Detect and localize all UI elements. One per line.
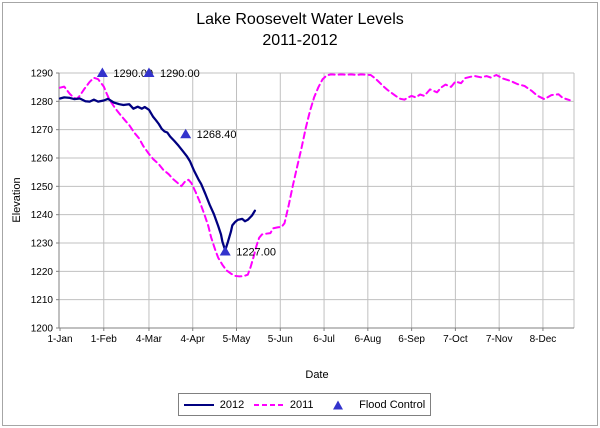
chart-title: Lake Roosevelt Water Levels 2011-2012: [0, 10, 600, 52]
y-tick-label: 1240: [31, 210, 54, 221]
series-line-2011: [59, 73, 571, 278]
flood-control-value-label: 1290.00: [113, 68, 153, 80]
chart-title-line2: 2011-2012: [262, 31, 338, 49]
flood-control-marker-icon: [219, 246, 231, 256]
y-tick-label: 1260: [31, 154, 54, 165]
x-tick-label: 4-Apr: [181, 334, 206, 345]
y-tick-label: 1270: [31, 125, 54, 136]
y-tick-label: 1250: [31, 182, 54, 193]
x-tick-label: 5-Jun: [268, 334, 293, 345]
flood-control-marker-icon: [180, 128, 192, 139]
legend-label: Flood Control: [359, 398, 426, 411]
y-tick-label: 1210: [31, 295, 54, 306]
flood-control-marker-icon: [96, 67, 108, 77]
legend-label: 2011: [289, 398, 314, 411]
y-tick-label: 1280: [31, 97, 54, 108]
x-tick-label: 1-Feb: [91, 334, 118, 345]
flood-control-marker-icon: [333, 400, 344, 409]
chart-title-line1: Lake Roosevelt Water Levels: [196, 11, 404, 28]
x-tick-label: 5-May: [223, 334, 251, 345]
y-tick-label: 1220: [31, 267, 54, 278]
legend: 2012 2011 Flood Control: [178, 393, 431, 416]
y-tick-label: 1230: [31, 239, 54, 250]
x-tick-label: 6-Sep: [398, 334, 425, 345]
flood-control-value-label: 1290.00: [160, 68, 200, 80]
x-tick-label: 6-Jul: [313, 334, 335, 345]
y-tick-label: 1200: [31, 324, 54, 335]
legend-item-flood-control: Flood Control: [323, 399, 425, 411]
x-tick-label: 7-Oct: [443, 334, 468, 345]
legend-item-2011: 2011: [253, 398, 314, 411]
y-tick-label: 1290: [31, 69, 54, 80]
x-tick-label: 7-Nov: [486, 334, 513, 345]
flood-control-value-label: 1268.40: [197, 129, 237, 141]
x-tick-label: 8-Dec: [530, 334, 557, 345]
x-axis-title: Date: [305, 369, 329, 381]
line-sample-icon: [183, 403, 214, 406]
x-tick-label: 1-Jan: [47, 334, 72, 345]
y-axis-title: Elevation: [11, 177, 23, 223]
line-sample-icon: [253, 403, 284, 406]
flood-control-marker-icon: [143, 67, 155, 77]
legend-item-2012: 2012: [183, 398, 245, 411]
x-tick-label: 4-Mar: [136, 334, 163, 345]
series-line-2012: [58, 96, 257, 252]
x-tick-label: 6-Aug: [354, 334, 381, 345]
flood-control-value-label: 1227.00: [236, 247, 276, 259]
legend-label: 2012: [219, 398, 245, 411]
